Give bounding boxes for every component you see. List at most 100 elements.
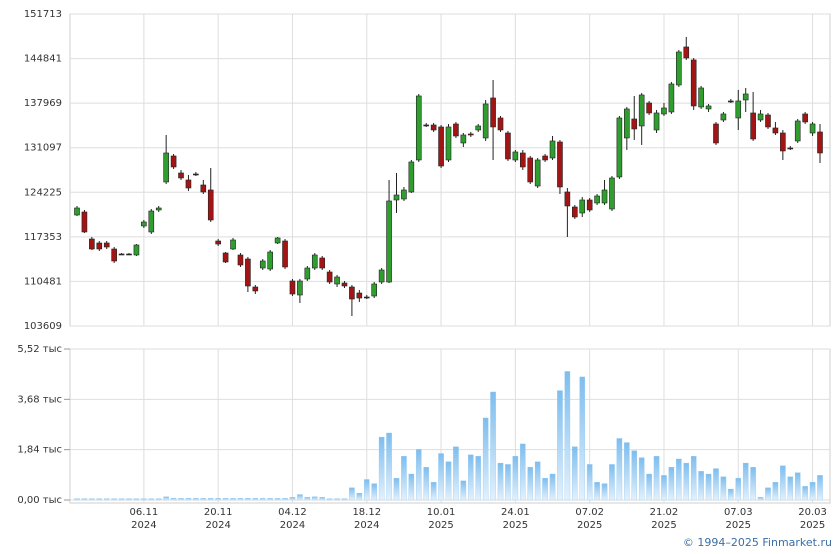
candle-body — [96, 242, 103, 250]
volume-bar — [245, 498, 251, 501]
x-tick-date: 21.02 — [650, 507, 679, 518]
candle-body — [467, 133, 474, 136]
y-tick-label: 103609 — [24, 321, 62, 332]
volume-bar — [103, 498, 110, 501]
candle-body — [616, 117, 623, 178]
candle-body — [326, 271, 333, 283]
candle-body — [661, 107, 667, 115]
x-tick-date: 20.03 — [798, 507, 827, 518]
volume-bar — [713, 468, 719, 501]
y-tick-label: 1,84 тыс — [17, 445, 62, 456]
candle-body — [638, 94, 645, 127]
volume-bar — [809, 482, 816, 501]
y-tick-label: 5,52 тыс — [17, 344, 62, 355]
volume-bar — [74, 498, 80, 501]
candle-body — [185, 179, 192, 189]
x-tick-date: 07.03 — [724, 507, 753, 518]
candle-body — [319, 257, 325, 269]
candle-body — [289, 280, 296, 295]
volume-bar — [170, 497, 177, 501]
volume-bar — [616, 438, 623, 501]
candle-body — [222, 252, 229, 263]
volume-bar — [705, 473, 712, 501]
candle-body — [698, 87, 704, 108]
footer-link[interactable]: © 1994–2025 Finmarket.ru — [683, 536, 832, 549]
panel-frame — [69, 13, 831, 327]
volume-bar — [96, 498, 103, 501]
x-tick-year: 2025 — [651, 520, 676, 531]
candle-body — [475, 125, 482, 131]
volume-bar — [512, 456, 519, 501]
volume-bar — [423, 467, 429, 501]
candle-body — [304, 267, 311, 280]
volume-bar — [728, 488, 734, 501]
volume-bar — [742, 462, 749, 501]
volume-bar — [289, 497, 296, 501]
volume-bar — [297, 494, 303, 501]
volume-bar — [490, 391, 496, 501]
y-tick-label: 117353 — [24, 232, 62, 243]
x-tick-year: 2025 — [726, 520, 751, 531]
volume-bar — [497, 462, 504, 501]
candle-body — [453, 123, 459, 137]
volume-bar — [230, 498, 236, 501]
candle-body — [490, 97, 496, 128]
candle-body — [787, 147, 794, 150]
volume-bar — [304, 497, 311, 501]
y-tick-label: 0,00 тыс — [17, 495, 62, 506]
candle-body — [274, 237, 281, 244]
candle-body — [178, 172, 184, 179]
candle-body — [371, 283, 378, 297]
candle-body — [423, 124, 430, 127]
candle-body — [155, 207, 162, 211]
x-tick-year: 2024 — [205, 520, 230, 531]
volume-bar — [505, 464, 511, 501]
volume-bar — [557, 390, 563, 501]
candle-body — [252, 286, 259, 292]
volume-bar — [89, 498, 95, 501]
candle-body — [676, 51, 682, 86]
candle-body — [705, 105, 712, 110]
candle-body — [207, 189, 214, 221]
candle-body — [742, 93, 749, 101]
volume-bar — [765, 487, 771, 501]
candle-body — [809, 123, 816, 134]
candle-body — [460, 134, 467, 144]
volume-bar — [438, 453, 444, 501]
volume-bar — [364, 479, 370, 501]
volume-bar — [468, 454, 474, 501]
volume-bar — [817, 475, 823, 501]
candle-body — [200, 184, 207, 193]
x-tick-date: 20.11 — [204, 507, 233, 518]
volume-bar — [624, 442, 630, 501]
x-tick-date: 07.02 — [575, 507, 604, 518]
candle-body — [519, 152, 526, 168]
volume-bar — [185, 498, 192, 501]
volume-bar — [527, 467, 533, 501]
volume-bar — [259, 498, 266, 501]
candle-body — [609, 177, 615, 210]
x-tick-year: 2024 — [354, 520, 379, 531]
candle-body — [668, 83, 675, 113]
volume-bar — [141, 498, 147, 501]
candle-body — [594, 195, 600, 204]
volume-bar — [579, 376, 585, 501]
candle-body — [363, 296, 370, 299]
volume-bar — [572, 446, 578, 501]
x-tick-year: 2025 — [428, 520, 453, 531]
volume-bar — [661, 475, 667, 501]
volume-bar — [720, 476, 727, 501]
candle-body — [646, 102, 652, 114]
volume-bar — [133, 498, 140, 501]
candle-body — [118, 253, 125, 256]
volume-bar — [341, 498, 348, 501]
volume-bar — [646, 473, 652, 501]
volume-bar — [475, 456, 481, 501]
volume-bar — [601, 483, 608, 501]
volume-bar — [609, 464, 615, 501]
volume-bar — [215, 498, 221, 501]
candle-body — [111, 248, 117, 262]
candle-body — [549, 140, 556, 159]
